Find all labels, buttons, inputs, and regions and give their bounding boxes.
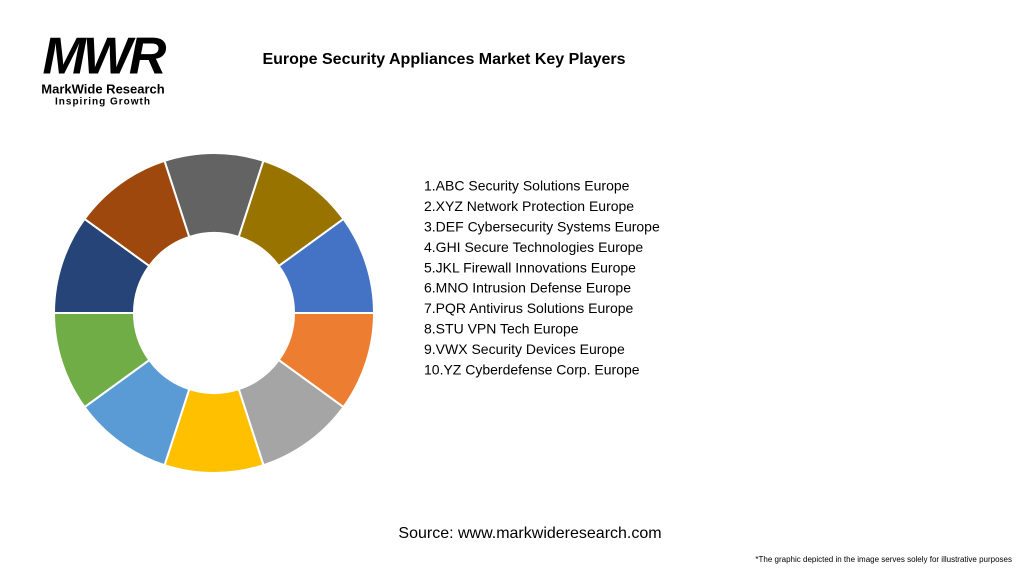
footnote: *The graphic depicted in the image serve… xyxy=(755,555,1012,564)
legend-label: 5.JKL Firewall Innovations Europe xyxy=(424,259,636,275)
chart-title: Europe Security Appliances Market Key Pl… xyxy=(262,51,625,68)
legend-label: 3.DEF Cybersecurity Systems Europe xyxy=(424,219,660,235)
legend-label: 9.VWX Security Devices Europe xyxy=(424,341,625,357)
legend-label: 6.MNO Intrusion Defense Europe xyxy=(424,280,631,296)
slice xyxy=(237,159,345,268)
legend-label: 2.XYZ Network Protection Europe xyxy=(424,198,634,214)
logo-mark: MWR xyxy=(43,28,167,86)
legend-label: 7.PQR Antivirus Solutions Europe xyxy=(424,300,634,316)
legend-label: 8.STU VPN Tech Europe xyxy=(424,321,579,337)
legend-label: 1.ABC Security Solutions Europe xyxy=(424,178,630,194)
logo-tagline: Inspiring Growth xyxy=(55,97,151,108)
legend-label: 4.GHI Secure Technologies Europe xyxy=(424,239,643,255)
logo-name: MarkWide Research xyxy=(41,81,164,96)
legend-label: 10.YZ Cyberdefense Corp. Europe xyxy=(424,361,640,377)
source: Source: www.markwideresearch.com xyxy=(398,525,661,542)
